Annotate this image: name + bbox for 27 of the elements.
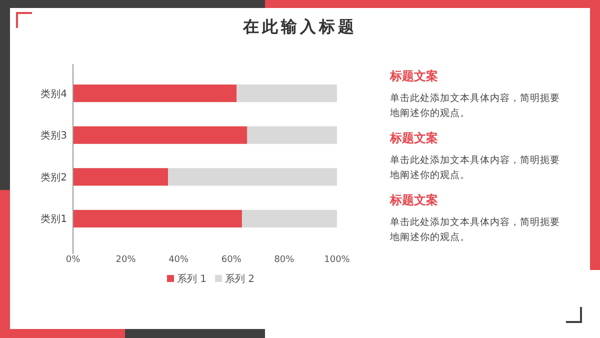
bar xyxy=(73,126,248,144)
bar xyxy=(247,126,337,144)
text: 单击此处添加文本具体内容，简明扼要地阐述你的观点。 xyxy=(389,154,560,181)
x-tick-label: 80% xyxy=(274,255,295,265)
chart-title: 在此输入标题 xyxy=(242,17,357,36)
x-tick-label: 0% xyxy=(66,255,81,265)
bar xyxy=(242,210,337,228)
bar xyxy=(73,84,237,102)
text: 标题文案 xyxy=(389,69,438,83)
legend-label: 系列 2 xyxy=(225,273,255,285)
bar xyxy=(236,84,337,102)
x-tick-label: 40% xyxy=(168,255,190,265)
text: 标题文案 xyxy=(389,193,438,207)
y-tick-label: 类别1 xyxy=(40,213,67,226)
x-tick-label: 100% xyxy=(324,255,350,265)
y-tick-label: 类别2 xyxy=(40,171,67,184)
text: 标题文案 xyxy=(389,131,438,145)
x-tick-label: 60% xyxy=(221,255,242,265)
y-tick-label: 类别3 xyxy=(40,130,67,142)
bar xyxy=(73,210,242,228)
y-tick-label: 类别4 xyxy=(40,88,67,100)
bar xyxy=(168,168,337,186)
legend-label: 系列 1 xyxy=(177,273,207,285)
text: 单击此处添加文本具体内容，简明扼要地阐述你的观点。 xyxy=(389,92,560,119)
text: 单击此处添加文本具体内容，简明扼要地阐述你的观点。 xyxy=(389,216,560,243)
bar xyxy=(73,168,168,186)
x-tick-label: 20% xyxy=(116,255,136,265)
